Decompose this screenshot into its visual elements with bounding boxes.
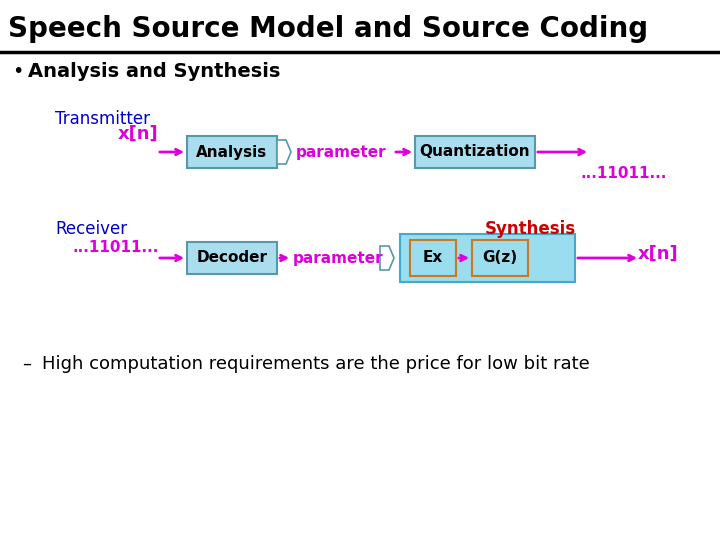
Text: parameter: parameter — [296, 145, 387, 159]
Text: x[n]: x[n] — [117, 125, 158, 143]
Text: Speech Source Model and Source Coding: Speech Source Model and Source Coding — [8, 15, 648, 43]
Text: –: – — [22, 355, 31, 373]
Text: x[n]: x[n] — [638, 245, 679, 263]
Text: Decoder: Decoder — [197, 251, 268, 266]
FancyBboxPatch shape — [187, 136, 277, 168]
Text: Ex: Ex — [423, 251, 443, 266]
FancyBboxPatch shape — [410, 240, 456, 276]
Text: •: • — [12, 62, 23, 81]
FancyBboxPatch shape — [400, 234, 575, 282]
Text: ...11011...: ...11011... — [72, 240, 158, 255]
FancyBboxPatch shape — [187, 242, 277, 274]
Text: Transmitter: Transmitter — [55, 110, 150, 128]
FancyBboxPatch shape — [472, 240, 528, 276]
Text: ...11011...: ...11011... — [580, 166, 667, 181]
Text: High computation requirements are the price for low bit rate: High computation requirements are the pr… — [42, 355, 590, 373]
Text: parameter: parameter — [293, 251, 384, 266]
Text: Quantization: Quantization — [420, 145, 531, 159]
Text: Receiver: Receiver — [55, 220, 127, 238]
Text: Analysis and Synthesis: Analysis and Synthesis — [28, 62, 280, 81]
Text: Synthesis: Synthesis — [485, 220, 575, 238]
Polygon shape — [380, 246, 394, 270]
FancyBboxPatch shape — [415, 136, 535, 168]
Polygon shape — [277, 140, 291, 164]
Text: G(z): G(z) — [482, 251, 518, 266]
Text: Analysis: Analysis — [197, 145, 268, 159]
